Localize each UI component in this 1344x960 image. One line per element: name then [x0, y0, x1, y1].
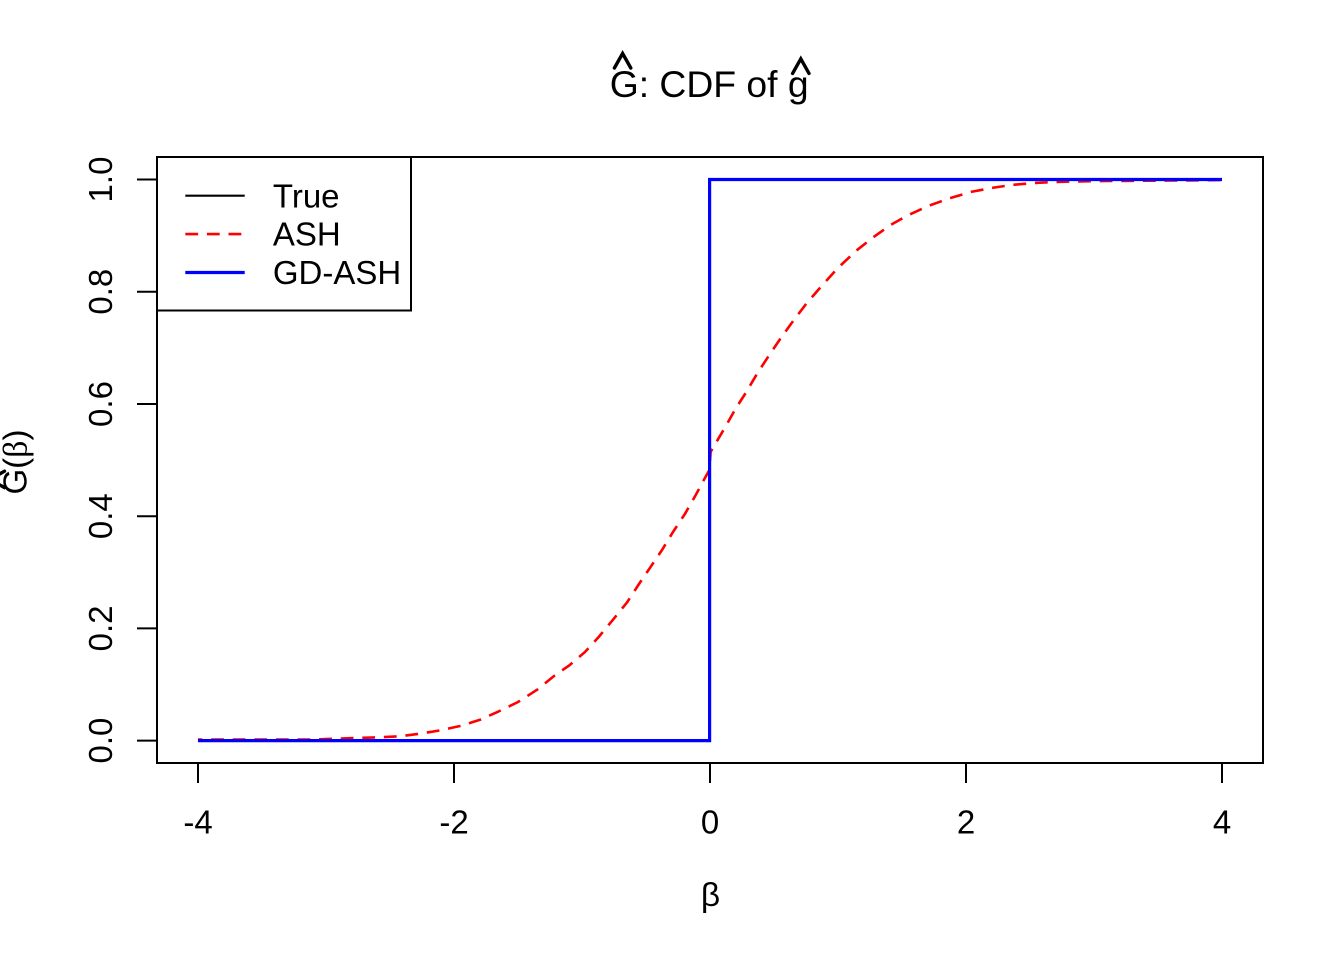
svg-text:GD-ASH: GD-ASH: [273, 254, 401, 291]
svg-text:2: 2: [957, 804, 975, 841]
svg-text:1.0: 1.0: [82, 157, 119, 203]
svg-text:0.2: 0.2: [82, 605, 119, 651]
svg-text:G(β): G(β): [0, 430, 35, 495]
svg-text:0.0: 0.0: [82, 718, 119, 764]
svg-text:G: CDF of g: G: CDF of g: [610, 63, 809, 105]
svg-text:0.4: 0.4: [82, 493, 119, 539]
svg-text:-4: -4: [183, 804, 212, 841]
svg-text:ASH: ASH: [273, 216, 341, 253]
svg-text:β: β: [701, 877, 720, 914]
svg-text:0.6: 0.6: [82, 381, 119, 427]
svg-text:-2: -2: [439, 804, 468, 841]
svg-text:4: 4: [1213, 804, 1231, 841]
svg-text:0.8: 0.8: [82, 269, 119, 315]
svg-text:True: True: [273, 177, 340, 214]
svg-text:0: 0: [701, 804, 719, 841]
